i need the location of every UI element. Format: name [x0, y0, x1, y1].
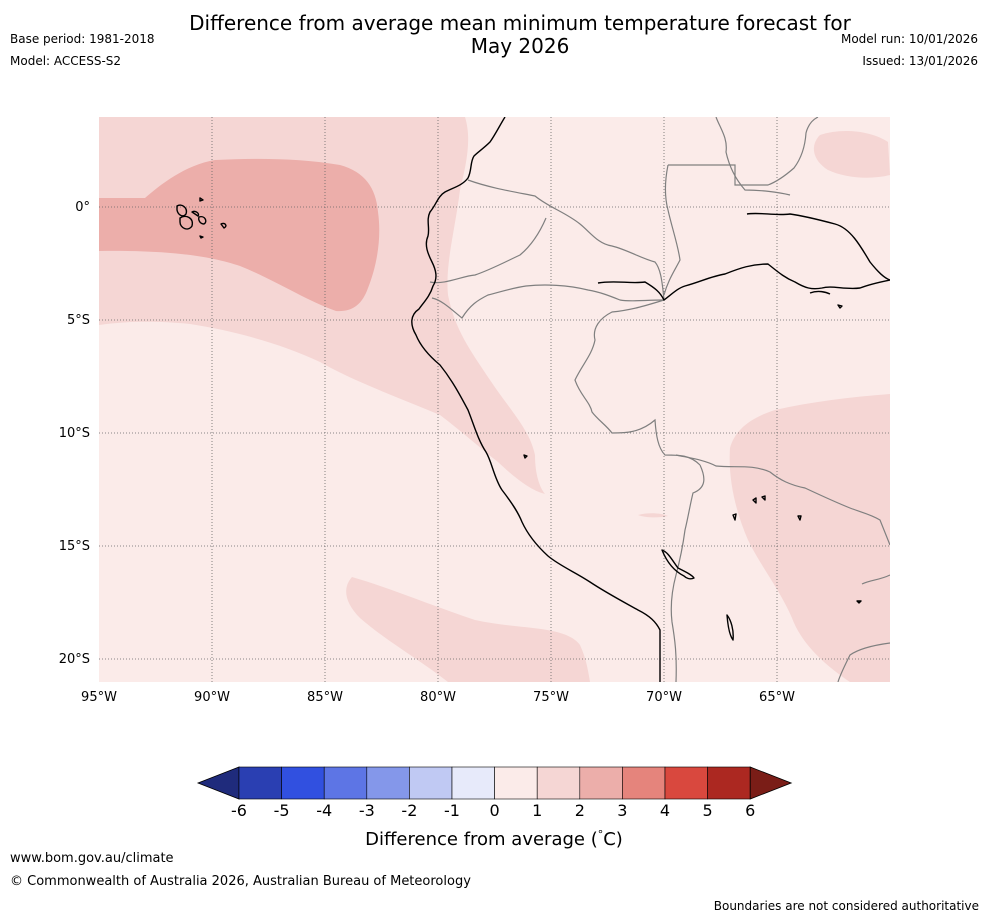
colorbar-cell: [451, 766, 495, 800]
lon-label: 70°W: [646, 690, 682, 705]
colorbar-tick-label: -4: [316, 801, 332, 820]
lon-label: 85°W: [307, 690, 343, 705]
anomaly-region-2-3-galapagos: [99, 158, 380, 312]
colorbar-cell: [622, 766, 666, 800]
model-run-text: Model run: 10/01/2026: [840, 32, 978, 46]
footer-note: Boundaries are not considered authoritat…: [713, 899, 979, 913]
lon-label: 95°W: [81, 690, 117, 705]
lon-label: 80°W: [420, 690, 456, 705]
lat-label: 10°S: [59, 426, 90, 441]
colorbar-cells: [196, 766, 793, 800]
lon-label: 90°W: [194, 690, 230, 705]
lat-label: 5°S: [67, 313, 90, 328]
colorbar-extend-low: [196, 766, 240, 800]
colorbar-tick-label: -6: [231, 801, 247, 820]
anomaly-region-1-2-sliver: [638, 513, 668, 518]
colorbar-tick-label: -2: [401, 801, 417, 820]
colorbar-cell: [664, 766, 708, 800]
colorbar-cell: [281, 766, 325, 800]
colorbar-tick-label: 4: [660, 801, 670, 820]
issued-text: Issued: 13/01/2026: [862, 54, 978, 68]
unit-symbol: C): [603, 829, 623, 850]
chart-title: Difference from average mean minimum tem…: [150, 12, 890, 58]
colorbar-tick-label: -5: [274, 801, 290, 820]
base-period-text: Base period: 1981-2018: [10, 32, 155, 46]
title-line-1: Difference from average mean minimum tem…: [189, 11, 851, 35]
colorbar-cell: [323, 766, 368, 800]
lat-label: 15°S: [59, 539, 90, 554]
lat-label: 20°S: [59, 652, 90, 667]
colorbar-tick-label: 6: [745, 801, 755, 820]
anomaly-region-1-2-bolivia: [729, 394, 890, 682]
forecast-map: 95°W 90°W 85°W 80°W 75°W 70°W 65°W 0° 5°…: [59, 117, 890, 705]
graticule: [99, 117, 890, 682]
lon-label: 65°W: [759, 690, 795, 705]
colorbar-tick-label: 5: [703, 801, 713, 820]
colorbar-tick-label: -3: [359, 801, 375, 820]
colorbar-label: Difference from average (°C): [365, 828, 623, 850]
title-line-2: May 2026: [470, 34, 570, 58]
anomaly-region-1-2-northeast: [813, 130, 890, 178]
anomaly-region-1-2-south: [346, 577, 590, 682]
coastlines: [176, 117, 890, 682]
meta-right: Model run: 10/01/2026 Issued: 13/01/2026: [841, 28, 978, 72]
colorbar-cell: [409, 766, 453, 800]
meta-left: Base period: 1981-2018 Model: ACCESS-S2: [10, 28, 155, 72]
colorbar-tick-label: 0: [490, 801, 500, 820]
colorbar-cell: [494, 766, 538, 800]
colorbar-cell: [579, 766, 623, 800]
model-text: Model: ACCESS-S2: [10, 54, 122, 68]
colorbar-cell: [707, 766, 751, 800]
colorbar-cell: [238, 766, 282, 800]
longitude-labels: 95°W 90°W 85°W 80°W 75°W 70°W 65°W: [81, 690, 795, 705]
lon-label: 75°W: [533, 690, 569, 705]
colorbar-tick-labels: -6 -5 -4 -3 -2 -1 0 1 2 3 4 5 6: [231, 801, 755, 820]
national-borders: [429, 117, 890, 682]
colorbar-cell: [366, 766, 410, 800]
colorbar-tick-label: 3: [617, 801, 627, 820]
lat-label: 0°: [75, 200, 90, 215]
footer-url: www.bom.gov.au/climate: [10, 851, 174, 866]
colorbar-extend-high: [749, 766, 793, 800]
footer-copyright: © Commonwealth of Australia 2026, Austra…: [10, 874, 471, 889]
colorbar-tick-label: 2: [575, 801, 585, 820]
colorbar-tick-label: -1: [444, 801, 460, 820]
colorbar-tick-label: 1: [532, 801, 542, 820]
latitude-labels: 0° 5°S 10°S 15°S 20°S: [59, 200, 90, 667]
degree-symbol: °: [598, 828, 604, 841]
colorbar-label-text: Difference from average (: [365, 829, 598, 850]
colorbar-cell: [536, 766, 581, 800]
